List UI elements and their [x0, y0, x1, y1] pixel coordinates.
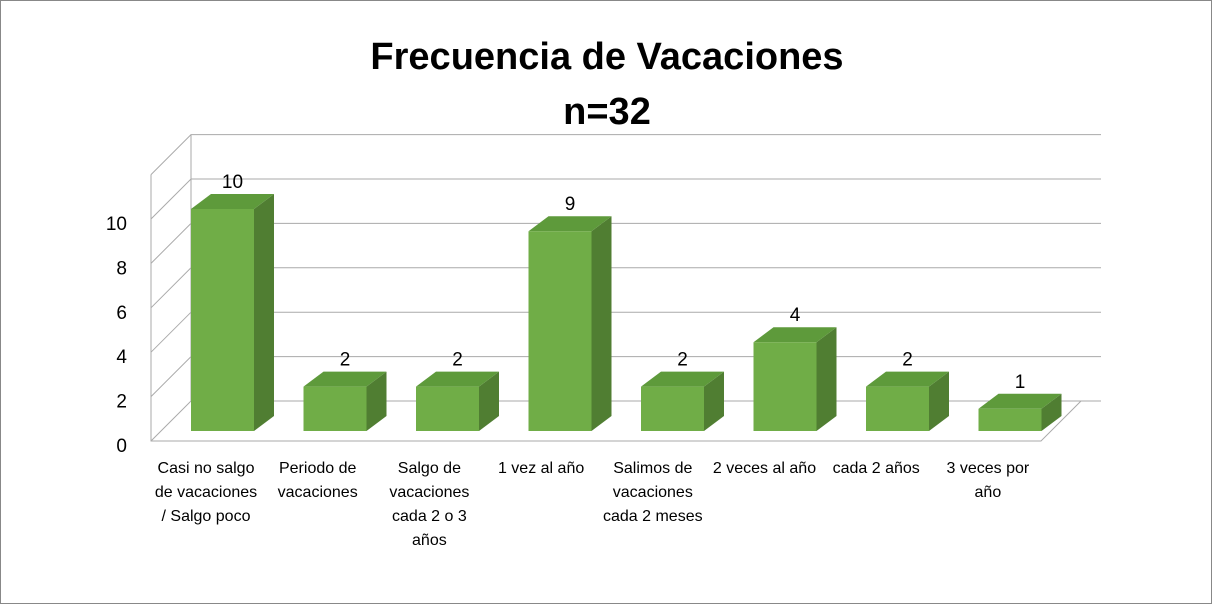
- bar: [753, 327, 837, 431]
- bar: [978, 393, 1062, 431]
- y-tick-label: 10: [106, 214, 127, 235]
- grid-line: [150, 356, 1101, 397]
- bar-front: [191, 209, 254, 431]
- wall-frame: [150, 134, 1101, 442]
- bar-front: [416, 386, 479, 431]
- grid-line: [150, 222, 1101, 264]
- bar-top: [753, 327, 837, 343]
- x-tick-label: 1 vez al año: [497, 460, 585, 477]
- bar-top: [866, 371, 949, 387]
- bar-front: [978, 408, 1042, 431]
- bar-front: [528, 231, 592, 431]
- bar: [641, 371, 724, 431]
- bar-top: [303, 371, 387, 387]
- value-label: 1: [1015, 372, 1026, 393]
- y-tick-label: 6: [116, 303, 127, 324]
- bar-side: [816, 327, 837, 431]
- bar-top: [191, 194, 274, 209]
- y-tick-label: 0: [116, 436, 127, 457]
- bar-top: [641, 371, 724, 387]
- x-tick-label: 2 veces al año: [712, 460, 817, 477]
- bar: [416, 371, 499, 431]
- bar-top: [528, 216, 612, 232]
- y-tick-label: 8: [116, 258, 127, 279]
- bar: [528, 216, 612, 431]
- bar-side: [254, 194, 274, 431]
- value-label: 10: [222, 172, 243, 193]
- bar-side: [704, 371, 724, 431]
- value-label: 2: [452, 350, 463, 371]
- y-tick-label: 4: [116, 347, 127, 368]
- value-label: 9: [565, 194, 576, 215]
- bar: [191, 194, 274, 431]
- grid-line: [150, 267, 1101, 309]
- value-label: 2: [677, 350, 688, 371]
- x-tick-label: 3 veces por año: [946, 460, 1030, 501]
- bar-top: [416, 371, 499, 387]
- x-tick-label: Periodo de vacaciones: [277, 460, 358, 501]
- y-tick-label: 2: [116, 392, 127, 413]
- x-tick-label: cada 2 años: [832, 460, 920, 477]
- grid-line: [150, 178, 1101, 220]
- bar-front: [753, 342, 817, 431]
- value-label: 4: [790, 305, 801, 326]
- bar-side: [479, 371, 499, 431]
- grid-line: [150, 311, 1101, 353]
- bar: [303, 371, 387, 431]
- x-tick-label: Salimos de vacaciones cada 2 meses: [602, 460, 703, 525]
- bar-side: [591, 216, 612, 431]
- bar-side: [366, 371, 387, 431]
- value-label: 2: [340, 350, 351, 371]
- chart-subtitle: n=32: [563, 91, 651, 133]
- bar-front: [641, 386, 704, 431]
- x-tick-label: Salgo de vacaciones cada 2 o 3 años: [389, 460, 470, 549]
- value-label: 2: [902, 350, 913, 371]
- bar-top: [978, 393, 1062, 409]
- x-tick-label: Casi no salgo de vacaciones / Salgo poco: [154, 460, 258, 525]
- bar-front: [866, 386, 929, 431]
- grid-line: [150, 400, 1101, 442]
- bar-front: [303, 386, 367, 431]
- bar-side: [1041, 393, 1062, 431]
- chart-title: Frecuencia de Vacaciones: [370, 36, 843, 78]
- bar-side: [929, 371, 949, 431]
- bar: [866, 371, 949, 431]
